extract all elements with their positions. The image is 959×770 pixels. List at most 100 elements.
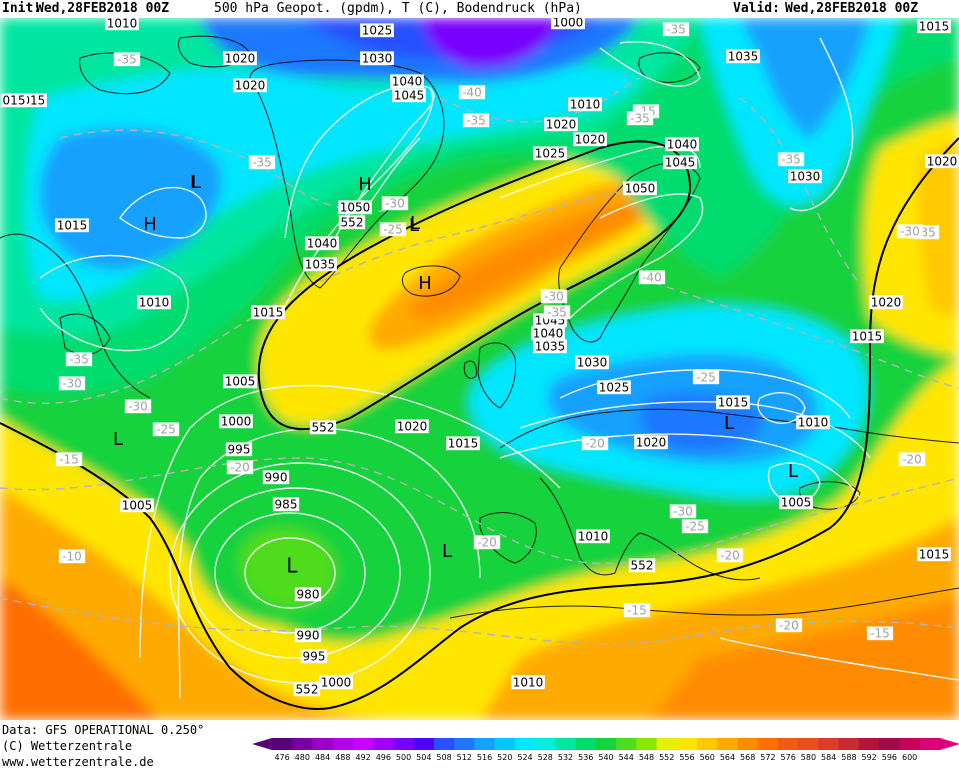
- isotherm-label: -25: [692, 370, 720, 385]
- height-contour-label-bg: [338, 215, 366, 230]
- legend-tick-label: 488: [335, 753, 350, 762]
- isotherm-label: -40: [638, 270, 666, 285]
- isobar-label-text: 1000: [321, 676, 352, 690]
- isobar-label-text: 1015: [919, 548, 950, 562]
- isobar-label-bg: [575, 355, 609, 370]
- high-pressure-center-text: H: [358, 174, 372, 195]
- legend-tick-label: 548: [639, 753, 654, 762]
- height-contour-label-text: 552: [631, 559, 654, 573]
- legend-swatch: [393, 738, 415, 750]
- isotherm-label-text: -30: [128, 400, 148, 414]
- isobar-label: 1040: [305, 236, 339, 251]
- low-pressure-center: L: [409, 215, 419, 236]
- isobar-label: 1000: [551, 18, 585, 30]
- isobar-label-bg: [779, 495, 813, 510]
- isobar-label-bg: [925, 154, 959, 169]
- isobar-label-bg: [294, 628, 322, 643]
- low-pressure-center-text: L: [409, 215, 419, 236]
- isotherm-label: -30: [896, 224, 924, 239]
- high-pressure-center-text: H: [143, 214, 157, 235]
- isotherm-label: -35: [662, 22, 690, 37]
- website-text: www.wetterzentrale.de: [2, 755, 154, 769]
- isotherm-label-text: -30: [62, 377, 82, 391]
- isobar-label-bg: [360, 51, 394, 66]
- isotherm-label-text: -40: [462, 86, 482, 100]
- low-pressure-center: L: [113, 429, 123, 450]
- legend-swatch: [454, 738, 475, 750]
- isotherm-label: -15: [866, 626, 894, 641]
- isobar-label-bg: [634, 435, 668, 450]
- isotherm-label: -25: [379, 222, 407, 237]
- isotherm-label: -15: [623, 603, 651, 618]
- color-legend: 476 480 484 488 492 496 500 504 508 512 516 520 524 5…: [252, 738, 959, 762]
- isobar-label-text: 015: [3, 94, 26, 108]
- legend-right-arrow: [940, 738, 959, 750]
- contour-552: [0, 137, 959, 710]
- legend-swatch: [595, 738, 617, 750]
- geopotential-shading: [0, 18, 959, 720]
- isotherm-label-bg: [581, 436, 609, 451]
- low-pressure-center-text: L: [442, 541, 452, 562]
- isobar-label: 1020: [634, 435, 668, 450]
- high-pressure-center: H: [143, 214, 157, 235]
- isobar-label: 1040: [390, 74, 424, 89]
- legend-swatch: [737, 738, 759, 750]
- data-source-text: Data: GFS OPERATIONAL 0.250°: [2, 723, 205, 737]
- isobar-label-text: 985: [275, 498, 298, 512]
- isobar-label: 1010: [137, 295, 171, 310]
- isobar-label-bg: [395, 419, 429, 434]
- legend-tick-label: 480: [295, 753, 310, 762]
- isobar-label: 1010: [568, 97, 602, 112]
- height-contour-label-text: 552: [341, 216, 364, 230]
- isobar-label-bg: [573, 132, 607, 147]
- isobar-label-bg: [716, 395, 750, 410]
- isobar-label-text: 1015: [852, 330, 883, 344]
- isotherm-label-bg: [669, 504, 697, 519]
- isotherm-label-bg: [113, 52, 141, 67]
- isotherm-label-text: -30: [673, 505, 693, 519]
- isotherm-label-bg: [124, 399, 152, 414]
- weather-map: 1010 1025 1000 1020 1030 1035 1040 1045 1020 1015…: [0, 18, 959, 720]
- isobar-label-text: 1020: [871, 296, 902, 310]
- isobar-label: 1015: [850, 329, 884, 344]
- isobar-label: 1005: [223, 374, 257, 389]
- isotherm-label-bg: [55, 452, 83, 467]
- isotherm-label-text: -25: [696, 371, 716, 385]
- isotherm-label: -15: [55, 452, 83, 467]
- isobar-label: 1020: [223, 51, 257, 66]
- isobar-label-text: 1000: [221, 415, 252, 429]
- legend-tick-label: 564: [720, 753, 735, 762]
- legend-swatch: [879, 738, 901, 750]
- isotherm-label-text: -30: [544, 290, 564, 304]
- isobar-label-bg: [511, 675, 545, 690]
- legend-tick-label: 496: [376, 753, 391, 762]
- isobar-label-bg: [319, 675, 353, 690]
- isobar-label: 1035: [303, 257, 337, 272]
- isotherm-label: -30: [124, 399, 152, 414]
- legend-tick-label: 568: [740, 753, 755, 762]
- isobar-label-text: 1015: [718, 396, 749, 410]
- isobar-label-bg: [551, 18, 585, 30]
- isotherm-label: -35: [248, 155, 276, 170]
- isobar-label-text: 1010: [513, 676, 544, 690]
- legend-swatch: [818, 738, 840, 750]
- isobar-label: 1015: [55, 218, 89, 233]
- height-contour-label-bg: [309, 420, 337, 435]
- isotherm-label-bg: [226, 460, 254, 475]
- legend-tick-label: 600: [902, 753, 917, 762]
- isobar-label-bg: [305, 236, 339, 251]
- isobar-label-text: 1030: [577, 356, 608, 370]
- isobar-label-text: 1045: [665, 156, 696, 170]
- low-pressure-center-text: L: [724, 413, 734, 434]
- isobar-label-text: 1005: [225, 375, 256, 389]
- isotherm-label-text: -20: [585, 437, 605, 451]
- isobar-label-text: 1010: [798, 416, 829, 430]
- height-contour-label-bg: [293, 682, 321, 697]
- isobar-label: 1000: [219, 414, 253, 429]
- isobar-label: 1015: [917, 19, 951, 34]
- isobar-label: 1005: [779, 495, 813, 510]
- legend-tick-label: 492: [355, 753, 370, 762]
- isobar-label-text: 1005: [122, 499, 153, 513]
- low-pressure-center: L: [286, 554, 298, 578]
- isotherm-label-bg: [692, 370, 720, 385]
